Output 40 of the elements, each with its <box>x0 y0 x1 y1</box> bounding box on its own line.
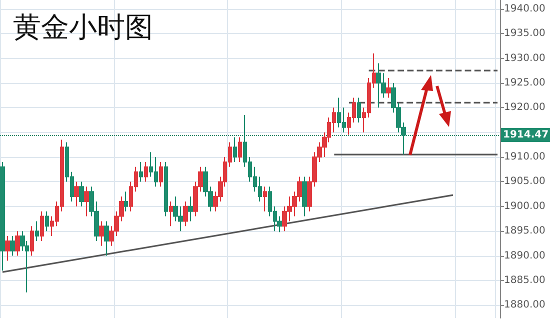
candlestick <box>144 161 148 182</box>
y-tick-label: 1885.00 <box>504 274 546 286</box>
candlestick <box>5 236 10 262</box>
candlestick <box>183 200 188 227</box>
candlestick <box>104 220 109 256</box>
candlestick <box>159 161 163 188</box>
candlestick <box>84 186 89 217</box>
candlestick <box>357 97 361 123</box>
candlestick <box>45 210 49 232</box>
candlestick <box>79 181 84 207</box>
candlestick <box>74 181 79 207</box>
candlestick <box>10 236 15 256</box>
candlestick <box>169 200 173 227</box>
candlestick <box>99 220 104 246</box>
candlestick <box>302 176 307 217</box>
candlestick <box>139 161 143 182</box>
y-tick-label: 1920.00 <box>504 102 546 114</box>
candlestick <box>238 136 242 162</box>
y-tick-label: 1910.00 <box>504 152 546 163</box>
y-tick-label: 1900.00 <box>504 200 546 212</box>
candlestick <box>188 196 193 222</box>
candlestick <box>15 230 20 256</box>
y-tick-label: 1880.00 <box>504 300 546 311</box>
y-tick-label: 1925.00 <box>504 77 546 88</box>
y-tick-label: 1890.00 <box>504 250 546 262</box>
candlestick <box>124 191 128 212</box>
candlestick <box>263 186 267 212</box>
candlestick <box>0 161 5 272</box>
chart-title: 黄金小时图 <box>13 10 153 44</box>
y-tick-label: 1935.00 <box>504 28 546 40</box>
y-tick-label: 1940.00 <box>504 3 546 14</box>
candlestick <box>164 161 168 217</box>
y-tick-label: 1895.00 <box>504 226 546 237</box>
ref-line-label: 1914.47 <box>503 129 549 140</box>
candlestick <box>386 78 391 98</box>
y-tick-label: 1905.00 <box>504 176 546 188</box>
candlestick <box>30 226 34 256</box>
candlestick <box>35 220 39 242</box>
candlestick <box>40 210 44 242</box>
y-tick-label: 1930.00 <box>504 52 546 64</box>
